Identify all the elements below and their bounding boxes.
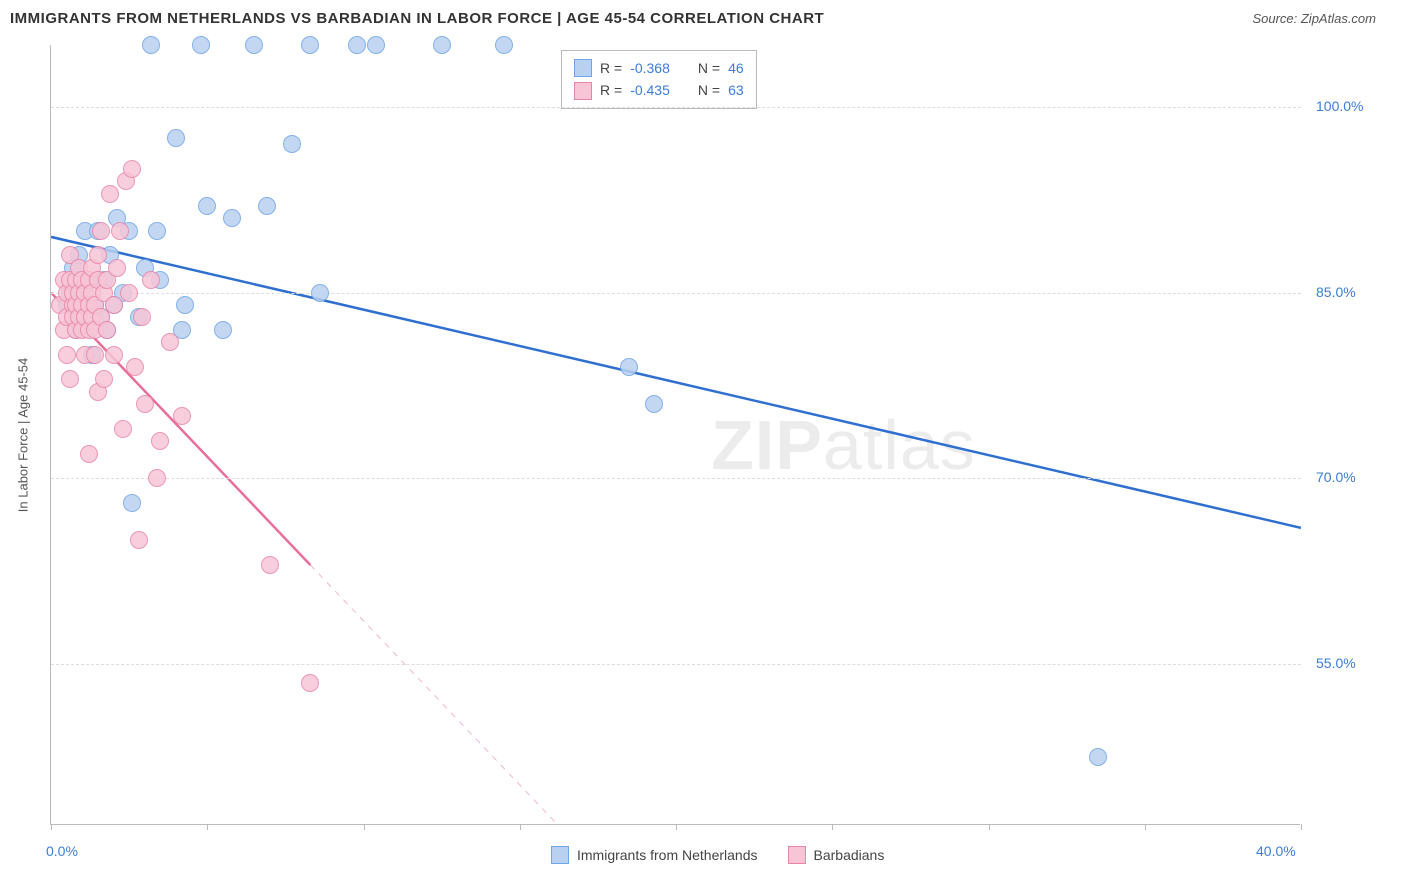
r-label: R =	[600, 79, 622, 101]
data-point	[142, 36, 160, 54]
data-point	[108, 259, 126, 277]
data-point	[495, 36, 513, 54]
y-axis-label: In Labor Force | Age 45-54	[16, 357, 31, 511]
data-point	[223, 209, 241, 227]
x-tick	[832, 824, 833, 830]
r-value-2: -0.435	[630, 79, 670, 101]
data-point	[126, 358, 144, 376]
trendlines-svg	[51, 45, 1301, 825]
x-tick	[51, 824, 52, 830]
data-point	[645, 395, 663, 413]
series-legend: Immigrants from Netherlands Barbadians	[551, 846, 884, 864]
x-tick	[989, 824, 990, 830]
data-point	[258, 197, 276, 215]
stats-row-1: R = -0.368 N = 46	[574, 57, 744, 79]
data-point	[176, 296, 194, 314]
data-point	[95, 370, 113, 388]
data-point	[367, 36, 385, 54]
data-point	[167, 129, 185, 147]
y-tick-label: 85.0%	[1316, 284, 1356, 300]
series2-swatch-icon	[574, 82, 592, 100]
data-point	[261, 556, 279, 574]
stats-row-2: R = -0.435 N = 63	[574, 79, 744, 101]
data-point	[136, 395, 154, 413]
data-point	[80, 445, 98, 463]
data-point	[151, 432, 169, 450]
data-point	[123, 160, 141, 178]
x-tick	[520, 824, 521, 830]
data-point	[214, 321, 232, 339]
chart-title: IMMIGRANTS FROM NETHERLANDS VS BARBADIAN…	[10, 10, 824, 27]
data-point	[311, 284, 329, 302]
data-point	[142, 271, 160, 289]
data-point	[89, 246, 107, 264]
gridline	[51, 293, 1301, 294]
data-point	[123, 494, 141, 512]
r-value-1: -0.368	[630, 57, 670, 79]
gridline	[51, 664, 1301, 665]
series1-swatch-icon	[551, 846, 569, 864]
series1-label: Immigrants from Netherlands	[577, 847, 758, 863]
data-point	[120, 284, 138, 302]
source-text: ZipAtlas.com	[1301, 11, 1376, 26]
n-label: N =	[698, 57, 720, 79]
r-label: R =	[600, 57, 622, 79]
data-point	[192, 36, 210, 54]
chart-area: In Labor Force | Age 45-54 ZIPatlas R = …	[50, 45, 1390, 845]
data-point	[301, 674, 319, 692]
x-tick-label: 0.0%	[46, 843, 78, 859]
data-point	[133, 308, 151, 326]
y-tick-label: 70.0%	[1316, 469, 1356, 485]
data-point	[1089, 748, 1107, 766]
series2-swatch-icon	[788, 846, 806, 864]
legend-item-2: Barbadians	[788, 846, 885, 864]
data-point	[86, 346, 104, 364]
x-tick	[207, 824, 208, 830]
source-label: Source: ZipAtlas.com	[1252, 11, 1376, 26]
x-tick	[676, 824, 677, 830]
gridline	[51, 107, 1301, 108]
data-point	[98, 321, 116, 339]
n-label: N =	[698, 79, 720, 101]
data-point	[173, 407, 191, 425]
data-point	[433, 36, 451, 54]
data-point	[198, 197, 216, 215]
x-tick-label: 40.0%	[1256, 843, 1296, 859]
n-value-1: 46	[728, 57, 744, 79]
data-point	[148, 469, 166, 487]
series1-swatch-icon	[574, 59, 592, 77]
data-point	[105, 296, 123, 314]
header: IMMIGRANTS FROM NETHERLANDS VS BARBADIAN…	[0, 0, 1406, 37]
x-tick	[1301, 824, 1302, 830]
data-point	[301, 36, 319, 54]
data-point	[101, 185, 119, 203]
n-value-2: 63	[728, 79, 744, 101]
y-tick-label: 55.0%	[1316, 655, 1356, 671]
trendline-extrapolated	[310, 565, 558, 825]
data-point	[58, 346, 76, 364]
data-point	[111, 222, 129, 240]
data-point	[283, 135, 301, 153]
trendline	[51, 237, 1301, 528]
data-point	[148, 222, 166, 240]
data-point	[61, 370, 79, 388]
x-tick	[364, 824, 365, 830]
watermark: ZIPatlas	[711, 405, 976, 485]
y-tick-label: 100.0%	[1316, 98, 1363, 114]
series2-label: Barbadians	[814, 847, 885, 863]
data-point	[105, 346, 123, 364]
gridline	[51, 478, 1301, 479]
data-point	[348, 36, 366, 54]
legend-item-1: Immigrants from Netherlands	[551, 846, 758, 864]
x-tick	[1145, 824, 1146, 830]
plot-box: In Labor Force | Age 45-54 ZIPatlas R = …	[50, 45, 1300, 825]
stats-legend: R = -0.368 N = 46 R = -0.435 N = 63	[561, 50, 757, 109]
data-point	[130, 531, 148, 549]
data-point	[161, 333, 179, 351]
data-point	[245, 36, 263, 54]
data-point	[114, 420, 132, 438]
data-point	[92, 222, 110, 240]
data-point	[620, 358, 638, 376]
